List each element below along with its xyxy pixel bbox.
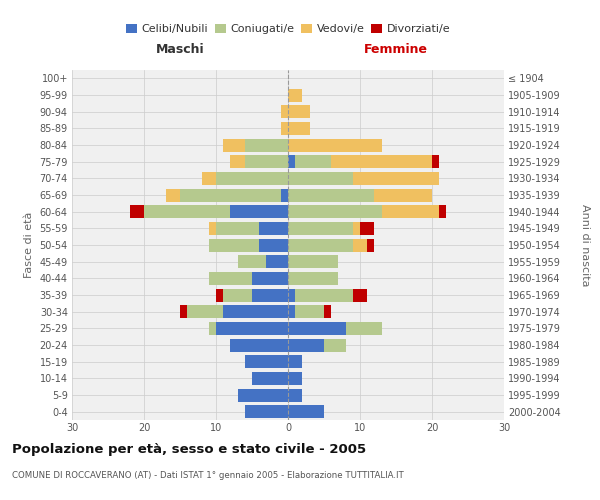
Bar (180, 188, 281, 202)
Bar (288, 205, 382, 218)
Bar (245, 138, 288, 151)
Bar (245, 155, 288, 168)
Bar (288, 105, 310, 118)
Bar (295, 305, 324, 318)
Bar (187, 305, 223, 318)
Bar (166, 188, 180, 202)
Bar (353, 222, 360, 235)
Bar (245, 355, 288, 368)
Bar (216, 172, 288, 185)
Bar (223, 138, 245, 151)
Bar (382, 205, 439, 218)
Bar (439, 205, 446, 218)
Bar (374, 188, 432, 202)
Bar (281, 188, 288, 202)
Bar (216, 288, 223, 302)
Bar (288, 388, 302, 402)
Bar (180, 305, 187, 318)
Bar (432, 155, 439, 168)
Legend: Celibi/Nubili, Coniugati/e, Vedovi/e, Divorziati/e: Celibi/Nubili, Coniugati/e, Vedovi/e, Di… (121, 20, 455, 39)
Bar (202, 172, 216, 185)
Bar (216, 222, 259, 235)
Bar (353, 238, 367, 252)
Bar (252, 372, 288, 385)
Bar (245, 405, 288, 418)
Bar (259, 222, 288, 235)
Bar (288, 305, 295, 318)
Bar (230, 155, 245, 168)
Bar (288, 355, 302, 368)
Bar (252, 288, 288, 302)
Bar (223, 305, 288, 318)
Bar (288, 188, 374, 202)
Bar (324, 338, 346, 351)
Bar (259, 238, 288, 252)
Bar (324, 305, 331, 318)
Bar (266, 255, 288, 268)
Bar (288, 172, 353, 185)
Bar (238, 388, 288, 402)
Bar (353, 288, 367, 302)
Text: COMUNE DI ROCCAVERANO (AT) - Dati ISTAT 1° gennaio 2005 - Elaborazione TUTTITALI: COMUNE DI ROCCAVERANO (AT) - Dati ISTAT … (12, 471, 404, 480)
Bar (353, 172, 439, 185)
Bar (230, 205, 288, 218)
Bar (288, 222, 353, 235)
Bar (288, 88, 302, 102)
Bar (288, 238, 353, 252)
Bar (288, 288, 295, 302)
Text: Popolazione per età, sesso e stato civile - 2005: Popolazione per età, sesso e stato civil… (12, 442, 366, 456)
Bar (288, 272, 338, 285)
Bar (209, 238, 259, 252)
Bar (209, 272, 252, 285)
Bar (288, 405, 324, 418)
Bar (209, 322, 216, 335)
Bar (209, 222, 216, 235)
Bar (288, 372, 302, 385)
Bar (288, 255, 338, 268)
Bar (288, 122, 310, 135)
Bar (223, 288, 252, 302)
Bar (367, 238, 374, 252)
Bar (288, 138, 382, 151)
Bar (281, 105, 288, 118)
Bar (230, 338, 288, 351)
Bar (288, 155, 295, 168)
Bar (288, 338, 324, 351)
Text: Maschi: Maschi (155, 43, 205, 56)
Bar (360, 222, 374, 235)
Bar (238, 255, 266, 268)
Y-axis label: Anni di nascita: Anni di nascita (580, 204, 590, 286)
Bar (346, 322, 382, 335)
Text: Femmine: Femmine (364, 43, 428, 56)
Bar (281, 122, 288, 135)
Bar (295, 288, 353, 302)
Bar (295, 155, 331, 168)
Y-axis label: Fasce di età: Fasce di età (24, 212, 34, 278)
Bar (130, 205, 144, 218)
Bar (288, 322, 346, 335)
Bar (144, 205, 230, 218)
Bar (216, 322, 288, 335)
Bar (252, 272, 288, 285)
Bar (331, 155, 432, 168)
